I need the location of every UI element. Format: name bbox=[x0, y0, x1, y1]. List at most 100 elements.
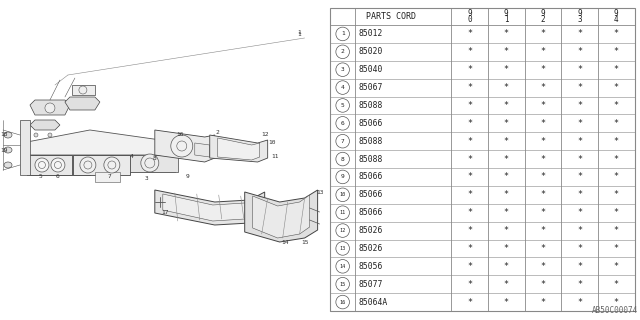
Text: *: * bbox=[540, 172, 545, 181]
Text: *: * bbox=[504, 226, 509, 235]
Text: 4: 4 bbox=[130, 155, 134, 159]
Text: 85088: 85088 bbox=[358, 137, 383, 146]
Text: *: * bbox=[504, 137, 509, 146]
Text: 5: 5 bbox=[340, 103, 344, 108]
Text: *: * bbox=[614, 47, 619, 56]
Polygon shape bbox=[90, 155, 175, 172]
Circle shape bbox=[51, 158, 65, 172]
Text: *: * bbox=[467, 119, 472, 128]
Text: *: * bbox=[467, 226, 472, 235]
Circle shape bbox=[45, 103, 55, 113]
Polygon shape bbox=[218, 138, 260, 160]
Text: *: * bbox=[467, 47, 472, 56]
Text: 9: 9 bbox=[340, 174, 344, 180]
Text: *: * bbox=[614, 155, 619, 164]
Text: 10: 10 bbox=[268, 140, 275, 145]
Text: 9: 9 bbox=[577, 10, 582, 19]
Text: *: * bbox=[504, 190, 509, 199]
Text: 9: 9 bbox=[614, 10, 618, 19]
Polygon shape bbox=[27, 155, 72, 175]
Text: *: * bbox=[467, 208, 472, 217]
Text: 9: 9 bbox=[186, 174, 189, 180]
Polygon shape bbox=[253, 195, 310, 238]
Text: *: * bbox=[577, 155, 582, 164]
Text: *: * bbox=[577, 208, 582, 217]
Text: 85056: 85056 bbox=[358, 262, 383, 271]
Text: 18: 18 bbox=[0, 132, 8, 138]
Text: 3: 3 bbox=[340, 67, 344, 72]
Polygon shape bbox=[30, 120, 60, 130]
Text: *: * bbox=[504, 83, 509, 92]
Text: 10: 10 bbox=[340, 192, 346, 197]
Text: 85066: 85066 bbox=[358, 119, 383, 128]
Text: *: * bbox=[540, 65, 545, 74]
Text: 2: 2 bbox=[216, 130, 220, 134]
Text: *: * bbox=[504, 29, 509, 38]
Text: *: * bbox=[504, 101, 509, 110]
Circle shape bbox=[34, 133, 38, 137]
Text: AB50C00074: AB50C00074 bbox=[592, 306, 638, 315]
Text: *: * bbox=[614, 190, 619, 199]
Text: 3: 3 bbox=[145, 177, 148, 181]
Text: 1: 1 bbox=[340, 31, 344, 36]
Text: *: * bbox=[577, 65, 582, 74]
Text: PARTS CORD: PARTS CORD bbox=[365, 12, 416, 21]
Text: 0: 0 bbox=[467, 14, 472, 23]
Text: 11: 11 bbox=[271, 155, 278, 159]
Text: *: * bbox=[467, 172, 472, 181]
Text: *: * bbox=[614, 83, 619, 92]
Text: 85040: 85040 bbox=[358, 65, 383, 74]
Polygon shape bbox=[72, 85, 95, 95]
Text: *: * bbox=[504, 47, 509, 56]
Text: 13: 13 bbox=[340, 246, 346, 251]
Polygon shape bbox=[27, 155, 90, 175]
Text: 12: 12 bbox=[261, 132, 268, 138]
Text: 85077: 85077 bbox=[358, 280, 383, 289]
Text: *: * bbox=[614, 226, 619, 235]
Circle shape bbox=[80, 157, 96, 173]
Text: 8: 8 bbox=[340, 156, 344, 162]
Polygon shape bbox=[30, 100, 70, 115]
Text: *: * bbox=[467, 101, 472, 110]
Text: 19: 19 bbox=[0, 148, 8, 153]
Text: 11: 11 bbox=[340, 210, 346, 215]
Text: *: * bbox=[467, 29, 472, 38]
Text: *: * bbox=[577, 119, 582, 128]
Polygon shape bbox=[130, 155, 178, 172]
Text: 1: 1 bbox=[298, 29, 301, 35]
Text: 8: 8 bbox=[153, 156, 157, 161]
Text: *: * bbox=[467, 280, 472, 289]
Text: 85026: 85026 bbox=[358, 244, 383, 253]
Text: *: * bbox=[614, 101, 619, 110]
Text: 3: 3 bbox=[577, 14, 582, 23]
Text: *: * bbox=[467, 190, 472, 199]
Text: *: * bbox=[504, 280, 509, 289]
Text: *: * bbox=[577, 262, 582, 271]
Circle shape bbox=[171, 135, 193, 157]
Text: *: * bbox=[467, 65, 472, 74]
Polygon shape bbox=[65, 97, 100, 110]
Text: *: * bbox=[540, 208, 545, 217]
Text: *: * bbox=[614, 280, 619, 289]
Text: *: * bbox=[577, 101, 582, 110]
Text: *: * bbox=[504, 244, 509, 253]
Text: *: * bbox=[467, 83, 472, 92]
Text: *: * bbox=[540, 244, 545, 253]
Text: *: * bbox=[504, 262, 509, 271]
Bar bbox=[330, 8, 635, 311]
Ellipse shape bbox=[4, 147, 12, 153]
Text: *: * bbox=[540, 190, 545, 199]
Text: *: * bbox=[540, 47, 545, 56]
Polygon shape bbox=[73, 155, 130, 175]
Text: 9: 9 bbox=[467, 10, 472, 19]
Circle shape bbox=[35, 158, 49, 172]
Text: 85064A: 85064A bbox=[358, 298, 388, 307]
Text: *: * bbox=[504, 172, 509, 181]
Text: *: * bbox=[540, 119, 545, 128]
Circle shape bbox=[104, 157, 120, 173]
Text: 7: 7 bbox=[340, 139, 344, 144]
Text: *: * bbox=[577, 244, 582, 253]
Text: 15: 15 bbox=[301, 241, 308, 245]
Text: *: * bbox=[614, 172, 619, 181]
Text: 16: 16 bbox=[340, 300, 346, 305]
